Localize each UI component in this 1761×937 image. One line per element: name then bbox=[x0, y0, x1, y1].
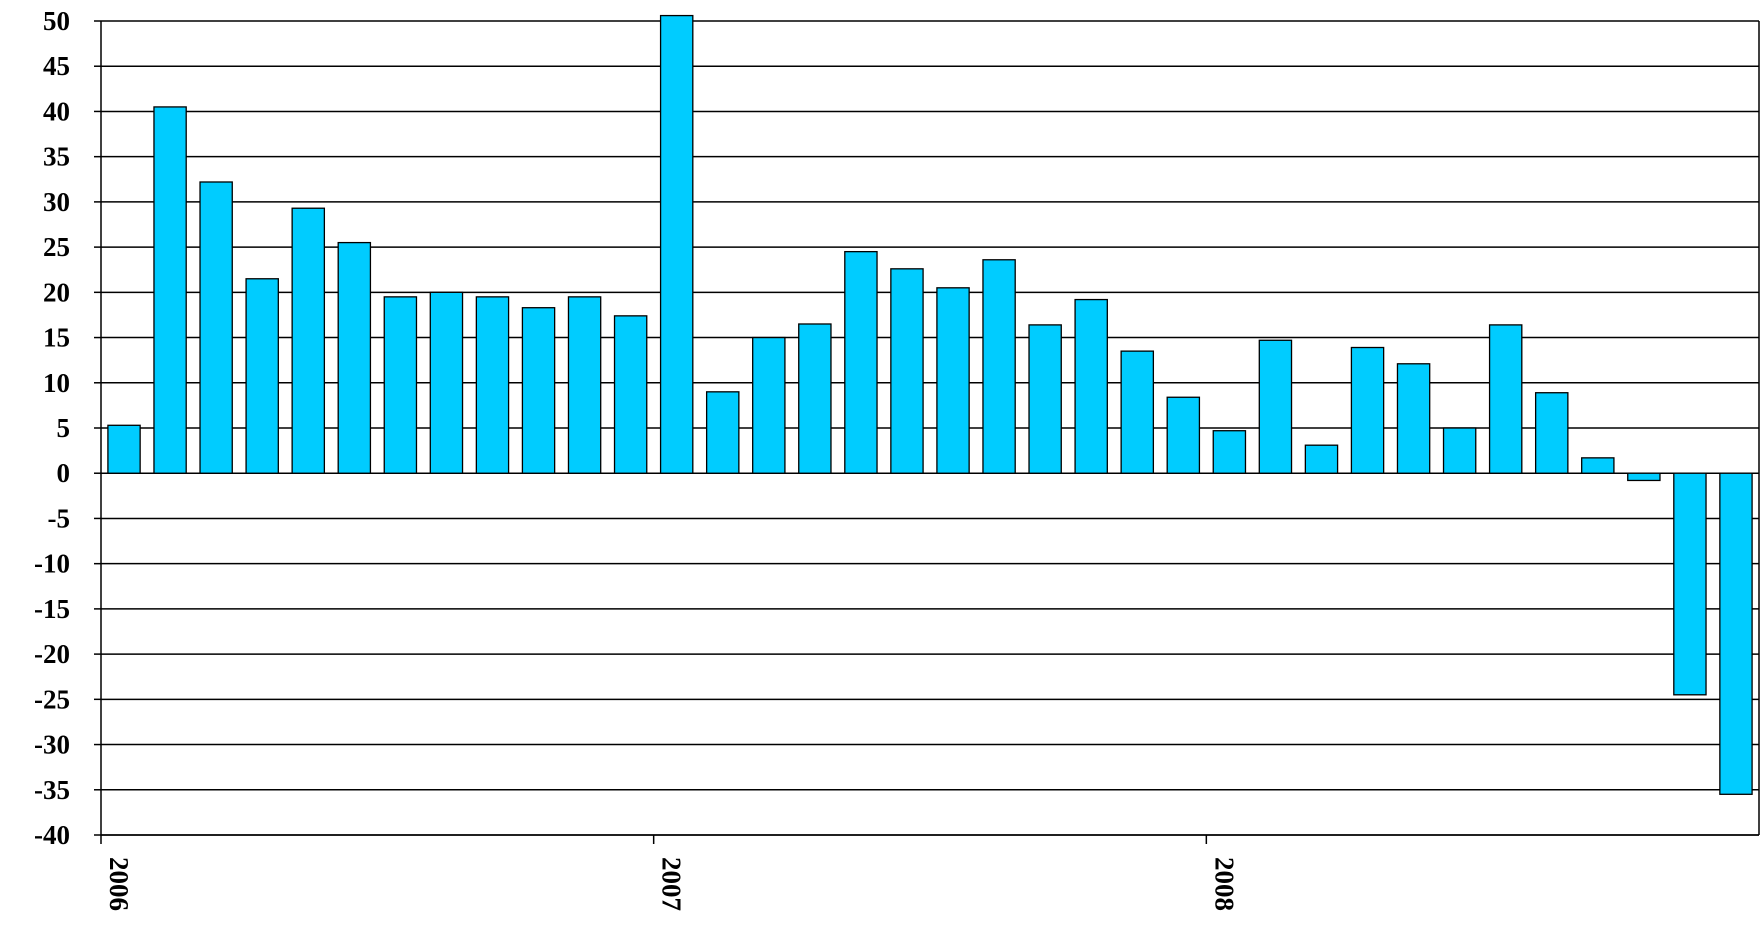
bar bbox=[1673, 472, 1707, 696]
bar bbox=[1350, 346, 1385, 474]
bar bbox=[659, 14, 694, 474]
y-tick-label: 20 bbox=[43, 277, 70, 307]
y-tick-label: 5 bbox=[57, 413, 71, 443]
y-tick-label: -5 bbox=[48, 503, 71, 533]
bar bbox=[567, 296, 602, 474]
bars bbox=[107, 14, 1753, 795]
bar bbox=[1581, 457, 1615, 474]
bar bbox=[752, 336, 786, 474]
bar bbox=[107, 424, 141, 474]
bar bbox=[1212, 430, 1247, 474]
y-tick-label: 45 bbox=[43, 51, 70, 81]
bar bbox=[1028, 324, 1062, 474]
y-tick-label: 0 bbox=[57, 458, 71, 488]
y-tick-labels: 50454035302520151050-5-10-15-20-25-30-35… bbox=[34, 6, 70, 850]
bar bbox=[1120, 350, 1155, 474]
bar bbox=[1534, 392, 1569, 474]
y-tick-label: -20 bbox=[34, 639, 70, 669]
bar bbox=[199, 181, 233, 474]
bar bbox=[705, 391, 740, 474]
bar bbox=[245, 278, 279, 474]
x-tick-labels: 2006 2007 2008 bbox=[104, 857, 1239, 911]
bar bbox=[1396, 363, 1431, 474]
y-tick-label: 30 bbox=[43, 187, 70, 217]
y-tick-label: -40 bbox=[34, 820, 70, 850]
y-tick-label: -25 bbox=[34, 684, 70, 714]
y-tick-label: -30 bbox=[34, 730, 70, 760]
bar bbox=[1488, 324, 1523, 474]
bar bbox=[798, 323, 832, 474]
bar bbox=[613, 315, 648, 474]
bar bbox=[521, 307, 556, 474]
bar bbox=[153, 106, 187, 474]
y-tick-label: -10 bbox=[34, 549, 70, 579]
bar bbox=[1627, 472, 1661, 482]
y-tick-label: 25 bbox=[43, 232, 70, 262]
x-tick-label: 2006 bbox=[104, 857, 134, 911]
bar bbox=[291, 207, 326, 474]
y-tick-label: 50 bbox=[43, 6, 70, 36]
bar bbox=[1719, 472, 1753, 795]
bar bbox=[1442, 427, 1477, 474]
y-tick-label: -15 bbox=[34, 594, 70, 624]
bar bbox=[1074, 298, 1108, 474]
gridlines bbox=[101, 20, 1759, 836]
y-tick-label: 10 bbox=[43, 368, 70, 398]
y-tick-label: 35 bbox=[43, 142, 70, 172]
bar bbox=[890, 268, 924, 474]
bar bbox=[383, 296, 418, 474]
y-tick-label: 40 bbox=[43, 96, 70, 126]
bar bbox=[1304, 444, 1339, 474]
y-tick-label: 15 bbox=[43, 323, 70, 353]
x-tick-label: 2008 bbox=[1209, 857, 1239, 911]
bar bbox=[337, 241, 372, 474]
bar bbox=[429, 291, 464, 474]
bar bbox=[1166, 396, 1201, 474]
bar bbox=[982, 259, 1016, 474]
bar bbox=[1258, 339, 1293, 474]
y-tick-label: -35 bbox=[34, 775, 70, 805]
axes bbox=[94, 20, 1760, 844]
bar bbox=[475, 296, 510, 474]
bar bbox=[844, 250, 878, 474]
bar bbox=[936, 287, 970, 474]
x-tick-label: 2007 bbox=[657, 857, 687, 911]
